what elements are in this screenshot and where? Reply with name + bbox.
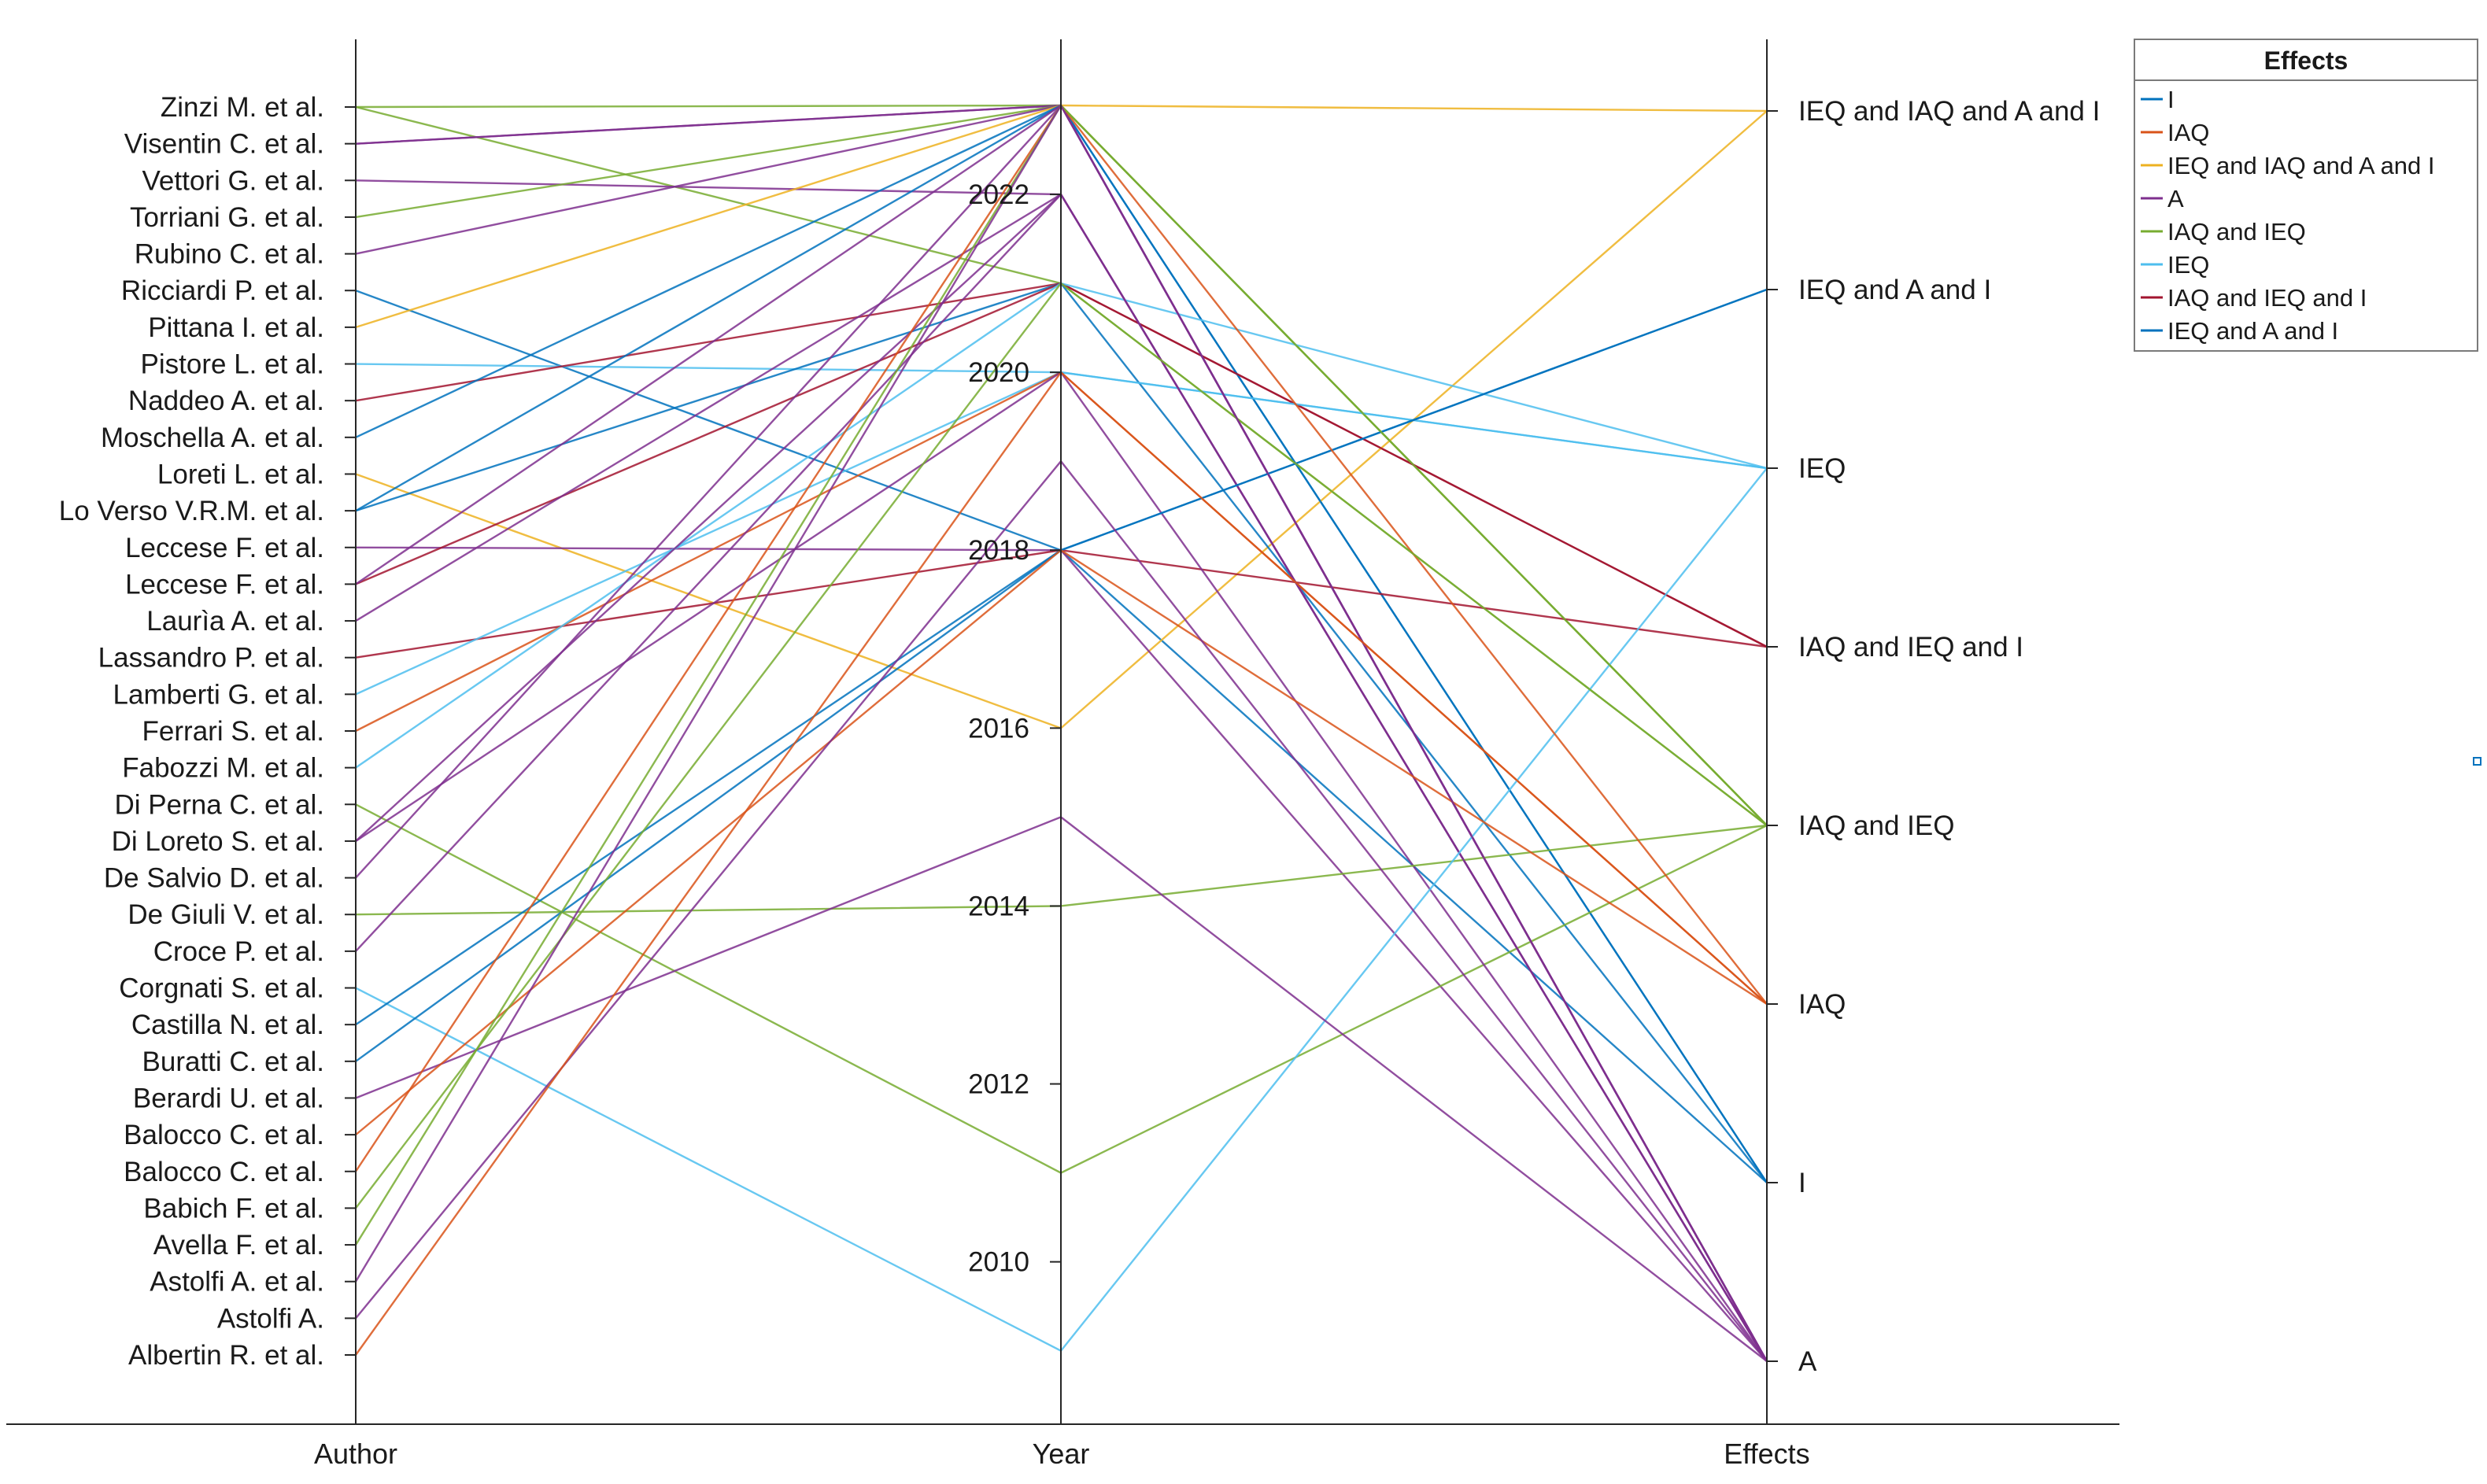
axis-title: Author — [314, 1438, 397, 1470]
author-tick-label: Lo Verso V.R.M. et al. — [59, 496, 324, 526]
axis-labels: Zinzi M. et al. Visentin C. et al. Vettori… — [59, 92, 2101, 1470]
author-tick-label: Fabozzi M. et al. — [122, 753, 324, 784]
author-tick-label: Di Loreto S. et al. — [112, 826, 324, 857]
author-tick-label: Pittana I. et al. — [148, 312, 324, 343]
author-tick-label: Balocco C. et al. — [124, 1157, 324, 1187]
effects-tick-label: IEQ and IAQ and A and I — [1798, 96, 2100, 127]
year-tick-label: 2012 — [968, 1069, 1029, 1100]
author-tick-label: Vettori G. et al. — [142, 165, 325, 196]
effects-tick-label: IEQ — [1798, 453, 1846, 484]
year-tick-label: 2022 — [968, 179, 1029, 210]
legend-entry[interactable]: I — [2167, 86, 2175, 113]
author-tick-label: Berardi U. et al. — [133, 1083, 324, 1113]
author-tick-label: Loreti L. et al. — [157, 459, 324, 489]
legend-entry[interactable]: IAQ and IEQ and I — [2167, 284, 2367, 312]
author-tick-label: Lassandro P. et al. — [98, 643, 324, 674]
year-tick-label: 2018 — [968, 535, 1029, 566]
author-tick-label: De Giuli V. et al. — [127, 899, 324, 930]
legend[interactable]: Effects I IAQ IEQ and IAQ and A and I A IAQ a… — [2134, 39, 2481, 766]
author-tick-label: De Salvio D. et al. — [104, 863, 324, 894]
legend-title: Effects — [2264, 46, 2348, 75]
author-tick-label: Torriani G. et al. — [130, 202, 324, 233]
author-tick-label: Visentin C. et al. — [124, 129, 324, 160]
year-tick-label: 2020 — [968, 357, 1029, 388]
author-tick-label: Lamberti G. et al. — [113, 679, 324, 710]
author-tick-label: Leccese F. et al. — [125, 569, 324, 600]
axes — [6, 39, 2119, 1425]
legend-entry[interactable]: IAQ and IEQ — [2167, 218, 2306, 245]
author-tick-label: Astolfi A. et al. — [150, 1267, 324, 1298]
legend-entry[interactable]: IEQ — [2167, 251, 2209, 279]
legend-entry[interactable]: IEQ and IAQ and A and I — [2167, 152, 2435, 179]
author-tick-label: Laurìa A. et al. — [146, 606, 324, 637]
author-tick-label: Albertin R. et al. — [128, 1340, 324, 1371]
effects-tick-label: IAQ — [1798, 989, 1846, 1020]
axis-title: Effects — [1724, 1438, 1809, 1470]
author-tick-label: Corgnati S. et al. — [119, 973, 324, 1004]
year-tick-label: 2010 — [968, 1247, 1029, 1278]
effects-tick-label: A — [1798, 1346, 1817, 1377]
effects-tick-label: IAQ and IEQ — [1798, 810, 1954, 841]
author-tick-label: Ferrari S. et al. — [142, 716, 324, 747]
author-tick-label: Astolfi A. — [217, 1303, 324, 1334]
author-tick-label: Moschella A. et al. — [101, 423, 324, 453]
year-tick-label: 2014 — [968, 891, 1029, 921]
author-tick-label: Di Perna C. et al. — [115, 789, 325, 820]
legend-box — [2134, 39, 2478, 352]
legend-entry[interactable]: IEQ and A and I — [2167, 317, 2338, 345]
author-tick-label: Babich F. et al. — [143, 1193, 324, 1224]
effects-tick-label: IEQ and A and I — [1798, 275, 1991, 305]
author-tick-label: Avella F. et al. — [153, 1230, 324, 1261]
author-tick-label: Castilla N. et al. — [131, 1010, 324, 1040]
author-tick-label: Naddeo A. et al. — [128, 386, 324, 416]
author-tick-label: Ricciardi P. et al. — [121, 275, 324, 306]
edge-marker — [2473, 757, 2481, 766]
author-tick-label: Buratti C. et al. — [142, 1047, 324, 1077]
author-tick-label: Zinzi M. et al. — [161, 92, 324, 123]
effects-tick-label: IAQ and IEQ and I — [1798, 632, 2023, 663]
author-tick-label: Rubino C. et al. — [135, 239, 324, 270]
author-tick-label: Pistore L. et al. — [141, 349, 324, 380]
legend-entry[interactable]: IAQ — [2167, 119, 2209, 146]
year-tick-label: 2016 — [968, 713, 1029, 744]
legend-entry[interactable]: A — [2167, 185, 2184, 212]
effects-tick-label: I — [1798, 1168, 1806, 1198]
author-tick-label: Leccese F. et al. — [125, 533, 324, 563]
axis-title: Year — [1033, 1438, 1090, 1470]
author-tick-label: Croce P. et al. — [153, 936, 324, 967]
author-tick-label: Balocco C. et al. — [124, 1120, 324, 1150]
